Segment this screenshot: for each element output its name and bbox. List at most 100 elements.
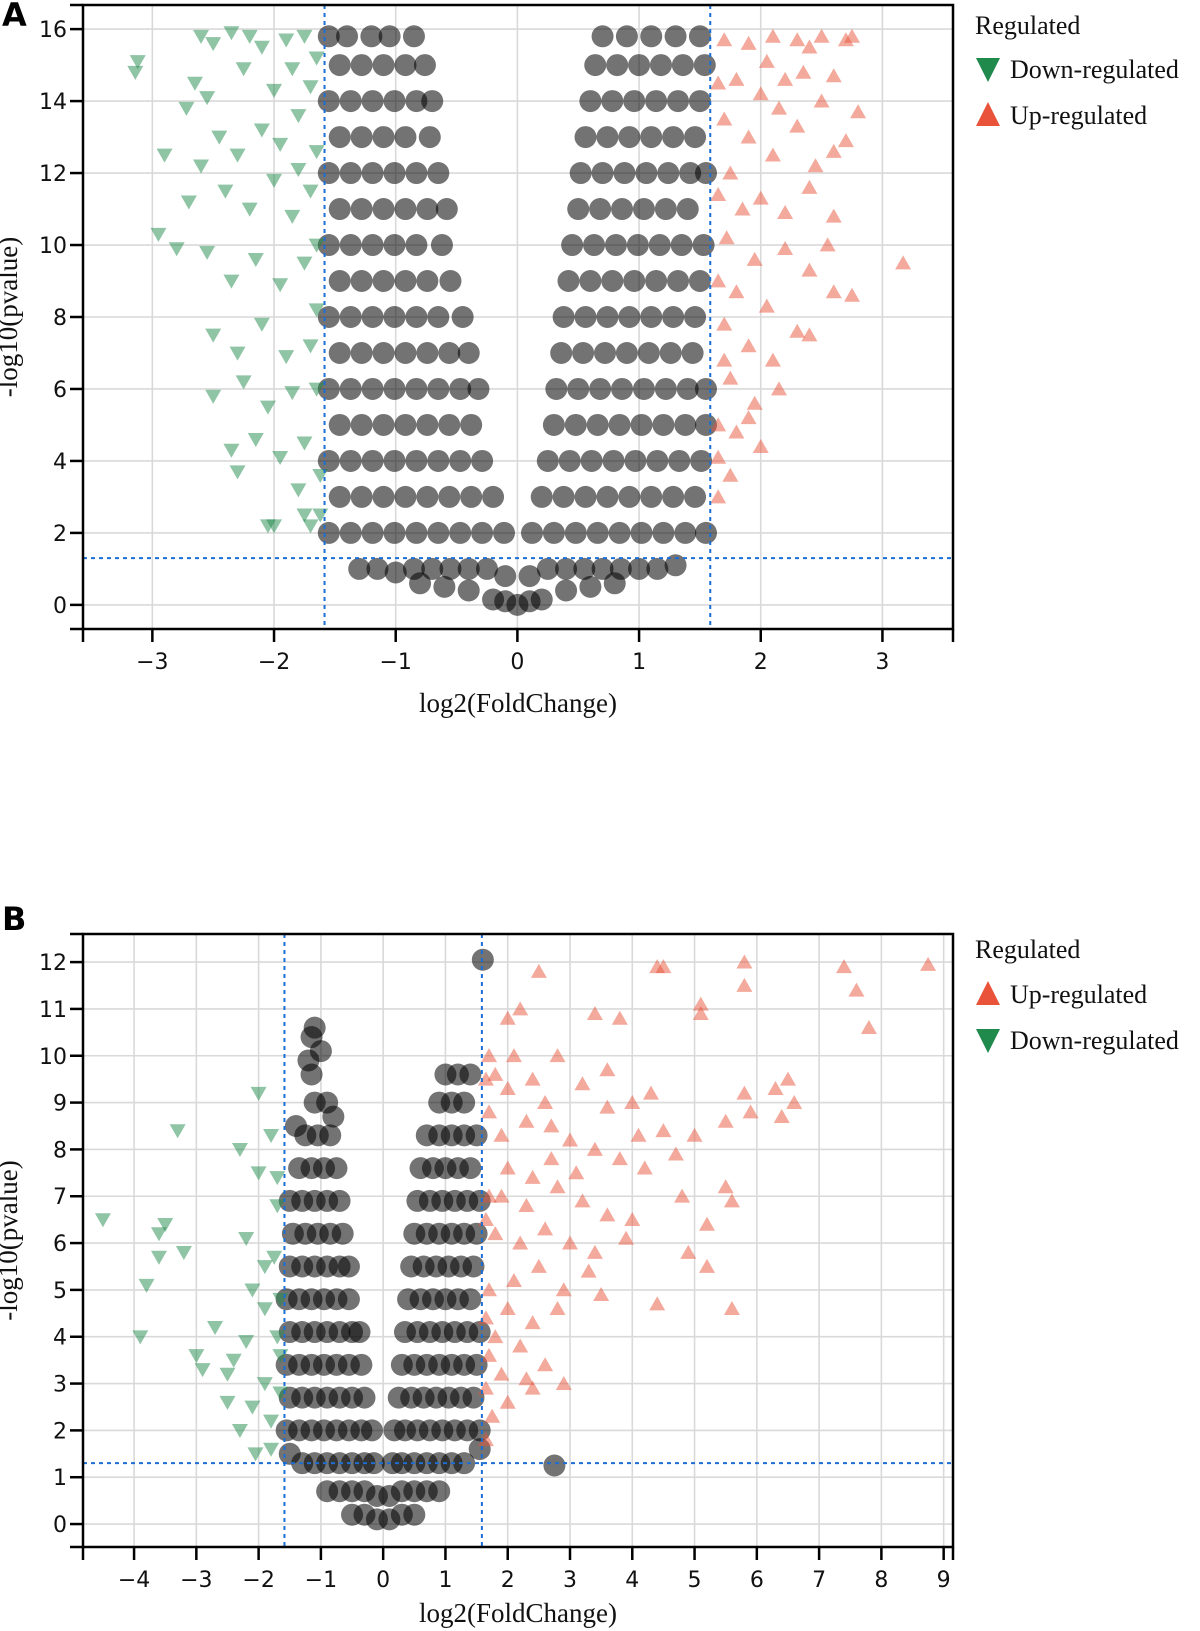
point-up-regulated bbox=[764, 352, 781, 367]
point-nonsignificant bbox=[394, 54, 417, 77]
point-nonsignificant bbox=[361, 521, 384, 544]
point-nonsignificant bbox=[328, 1189, 351, 1212]
x-tick-label: 1 bbox=[438, 1568, 452, 1593]
point-up-regulated bbox=[692, 996, 709, 1011]
point-nonsignificant bbox=[339, 377, 362, 400]
point-nonsignificant bbox=[383, 306, 406, 328]
point-nonsignificant bbox=[416, 341, 439, 364]
point-nonsignificant bbox=[372, 54, 395, 77]
point-up-regulated bbox=[699, 1216, 716, 1231]
point-nonsignificant bbox=[579, 575, 602, 598]
y-tick-label: 2 bbox=[53, 522, 67, 547]
point-nonsignificant bbox=[361, 162, 384, 185]
point-up-regulated bbox=[777, 241, 794, 256]
point-nonsignificant bbox=[468, 1321, 491, 1344]
point-up-regulated bbox=[722, 165, 739, 180]
point-nonsignificant bbox=[624, 449, 647, 472]
point-down-regulated bbox=[296, 256, 313, 271]
point-down-regulated bbox=[256, 1302, 273, 1317]
point-up-regulated bbox=[723, 1193, 740, 1208]
point-down-regulated bbox=[229, 465, 246, 480]
y-tick-label: 6 bbox=[53, 378, 67, 403]
point-nonsignificant bbox=[416, 198, 439, 221]
point-up-regulated bbox=[611, 1151, 628, 1166]
point-up-regulated bbox=[481, 1104, 498, 1119]
point-up-regulated bbox=[549, 1179, 566, 1194]
point-up-regulated bbox=[477, 1380, 494, 1395]
point-nonsignificant bbox=[317, 306, 340, 328]
point-up-regulated bbox=[722, 467, 739, 482]
volcano-panel-b: −4 −3 −2 −1 0 1 2 3 4 5 6 7 8 90123456789101112log2(F… bbox=[0, 900, 1179, 1628]
point-nonsignificant bbox=[459, 1157, 482, 1180]
point-up-regulated bbox=[477, 1212, 494, 1227]
x-tick-label: −1 bbox=[305, 1568, 337, 1593]
point-down-regulated bbox=[223, 26, 240, 41]
point-nonsignificant bbox=[405, 449, 428, 472]
point-nonsignificant bbox=[579, 90, 602, 113]
point-nonsignificant bbox=[428, 1480, 451, 1503]
point-up-regulated bbox=[477, 1071, 494, 1086]
legend-title: Regulated bbox=[975, 935, 1080, 964]
point-nonsignificant bbox=[405, 521, 428, 544]
point-nonsignificant bbox=[405, 377, 428, 400]
point-nonsignificant bbox=[579, 270, 602, 293]
point-nonsignificant bbox=[353, 1386, 376, 1409]
point-nonsignificant bbox=[671, 54, 694, 77]
point-nonsignificant bbox=[569, 162, 592, 185]
legend-title: Regulated bbox=[975, 11, 1080, 40]
point-up-regulated bbox=[777, 205, 794, 220]
x-tick-label: 7 bbox=[812, 1568, 826, 1593]
point-down-regulated bbox=[231, 1143, 248, 1158]
point-up-regulated bbox=[734, 201, 751, 216]
y-axis-label: -log10(pvalue) bbox=[0, 237, 23, 397]
point-nonsignificant bbox=[413, 54, 436, 77]
legend-entry-up: Up-regulated bbox=[1010, 980, 1147, 1009]
x-tick-label: −1 bbox=[379, 650, 411, 675]
point-up-regulated bbox=[825, 208, 842, 223]
point-down-regulated bbox=[178, 101, 195, 116]
point-nonsignificant bbox=[674, 413, 697, 436]
point-nonsignificant bbox=[674, 521, 697, 544]
point-up-regulated bbox=[764, 28, 781, 43]
point-nonsignificant bbox=[635, 162, 658, 185]
point-down-regulated bbox=[235, 375, 252, 390]
point-up-regulated bbox=[764, 147, 781, 162]
point-up-regulated bbox=[499, 1301, 516, 1316]
point-up-regulated bbox=[740, 129, 757, 144]
point-nonsignificant bbox=[618, 306, 641, 328]
y-tick-label: 10 bbox=[39, 1045, 67, 1070]
point-up-regulated bbox=[736, 977, 753, 992]
y-tick-label: 3 bbox=[53, 1373, 67, 1398]
point-up-regulated bbox=[549, 1301, 566, 1316]
point-up-regulated bbox=[499, 1394, 516, 1409]
point-up-regulated bbox=[736, 1085, 753, 1100]
point-down-regulated bbox=[263, 1442, 280, 1457]
point-up-regulated bbox=[593, 1286, 610, 1301]
point-nonsignificant bbox=[403, 1503, 426, 1526]
y-tick-label: 6 bbox=[53, 1232, 67, 1257]
point-down-regulated bbox=[278, 350, 295, 365]
point-down-regulated bbox=[272, 450, 289, 465]
point-nonsignificant bbox=[520, 521, 543, 544]
point-nonsignificant bbox=[684, 306, 707, 328]
point-up-regulated bbox=[524, 1380, 541, 1395]
point-nonsignificant bbox=[640, 306, 663, 328]
legend-entry-down: Down-regulated bbox=[1010, 1026, 1179, 1055]
point-nonsignificant bbox=[594, 341, 616, 364]
point-up-regulated bbox=[611, 1010, 628, 1025]
point-up-regulated bbox=[837, 32, 854, 47]
point-down-regulated bbox=[188, 1349, 205, 1364]
point-up-regulated bbox=[586, 1244, 603, 1259]
point-up-regulated bbox=[728, 284, 745, 299]
point-nonsignificant bbox=[589, 377, 612, 400]
point-up-regulated bbox=[716, 32, 733, 47]
point-nonsignificant bbox=[317, 25, 340, 48]
point-up-regulated bbox=[574, 1076, 591, 1091]
point-down-regulated bbox=[223, 443, 240, 458]
point-up-regulated bbox=[493, 1127, 510, 1142]
point-up-regulated bbox=[530, 963, 547, 978]
y-tick-label: 8 bbox=[53, 306, 67, 331]
point-nonsignificant bbox=[611, 377, 634, 400]
point-nonsignificant bbox=[394, 413, 417, 436]
x-tick-label: −3 bbox=[180, 1568, 212, 1593]
